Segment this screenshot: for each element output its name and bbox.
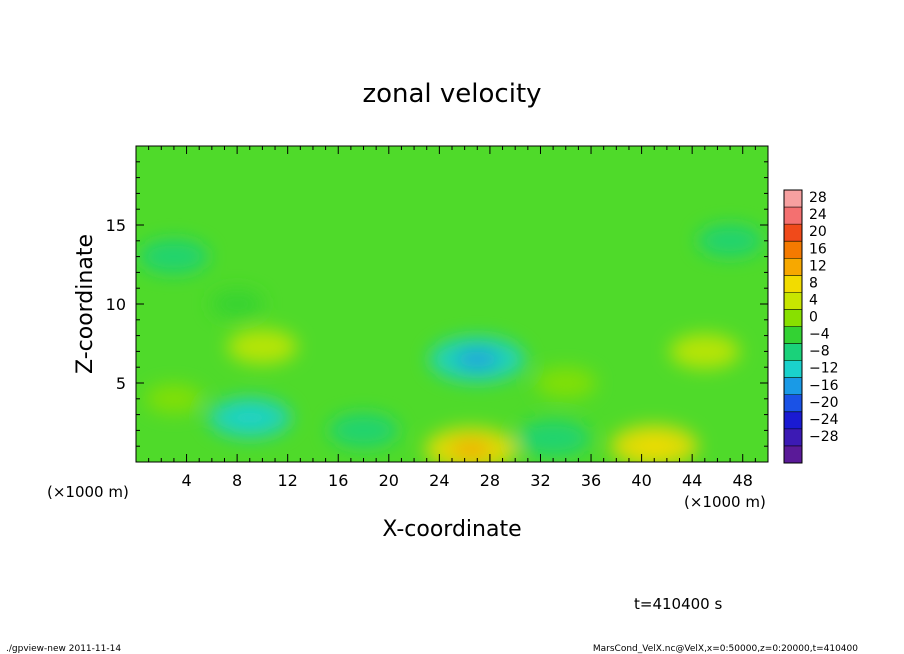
field-feature-core-5 (450, 439, 492, 460)
colorbar-swatch (784, 326, 802, 345)
field-feature-10 (697, 224, 763, 258)
colorbar-swatch (784, 309, 802, 327)
field-feature-6 (535, 367, 597, 399)
colorbar-label: 8 (809, 275, 818, 291)
footer-left: ./gpview-new 2011-11-14 (6, 644, 121, 654)
colorbar-label: −20 (809, 395, 839, 411)
y-tick-label: 10 (106, 295, 126, 314)
y-axis-label: Z-coordinate (73, 234, 98, 374)
x-tick-label: 16 (328, 471, 348, 490)
x-tick-label: 48 (733, 471, 753, 490)
field-feature-12 (328, 412, 399, 448)
x-unit-label-left: (×1000 m) (47, 483, 129, 501)
y-tick-label: 5 (116, 374, 126, 393)
colorbar-label: 12 (809, 258, 827, 274)
colorbar-swatch (784, 292, 802, 310)
x-tick-label: 32 (530, 471, 550, 490)
x-tick-label: 8 (232, 471, 242, 490)
colorbar-label: −4 (809, 327, 830, 343)
colorbar-label: −28 (809, 429, 839, 445)
colorbar-swatch (784, 445, 802, 464)
x-unit-label-right: (×1000 m) (684, 493, 766, 511)
colorbar-swatch (784, 207, 802, 225)
colorbar-swatch (784, 275, 802, 293)
field-feature-8 (669, 333, 740, 369)
colorbar-label: −8 (809, 344, 830, 360)
x-tick-label: 36 (581, 471, 601, 490)
colorbar-label: 0 (809, 310, 818, 326)
colorbar-swatch (784, 377, 802, 396)
field-feature-core-7 (634, 436, 674, 456)
field-feature-3 (227, 329, 298, 365)
x-tick-label: 44 (682, 471, 702, 490)
heatmap-field (136, 146, 768, 462)
colorbar-swatch (784, 190, 802, 208)
colorbar-label: −24 (809, 412, 839, 428)
field-feature-1 (145, 384, 203, 414)
colorbar-label: 20 (809, 224, 827, 240)
colorbar-swatch (784, 343, 802, 362)
time-label: t=410400 s (634, 595, 722, 613)
colorbar-label: 24 (809, 207, 827, 223)
colorbar-swatch (784, 428, 802, 447)
field-feature-core-4 (455, 348, 499, 370)
colorbar-swatch (784, 360, 802, 379)
x-tick-label: 24 (429, 471, 449, 490)
field-feature-9 (138, 239, 209, 275)
field-feature-0 (210, 290, 264, 318)
colorbar-label: 28 (809, 190, 827, 206)
chart-title: zonal velocity (362, 79, 541, 109)
x-tick-label: 40 (631, 471, 651, 490)
y-tick-label: 15 (106, 216, 126, 235)
y-axis: 5 10 15 (106, 161, 768, 447)
x-tick-label: 4 (181, 471, 191, 490)
footer-right: MarsCond_VelX.nc@VelX,x=0:50000,z=0:2000… (593, 644, 858, 654)
colorbar-label: 4 (809, 292, 818, 308)
colorbar-label: −16 (809, 378, 839, 394)
x-tick-label: 28 (480, 471, 500, 490)
x-tick-label: 12 (278, 471, 298, 490)
colorbar-swatch (784, 411, 802, 430)
x-axis: 4 8 12 16 20 24 28 32 36 40 44 48 (148, 146, 756, 490)
colorbar-label: −12 (809, 361, 839, 377)
colorbar-swatch (784, 394, 802, 413)
colorbar-swatch (784, 258, 802, 276)
x-axis-label: X-coordinate (382, 517, 521, 542)
colorbar-label: 16 (809, 241, 827, 257)
field-feature-11 (515, 419, 591, 457)
x-tick-label: 20 (379, 471, 399, 490)
field-feature-core-2 (231, 408, 269, 427)
colorbar-swatch (784, 241, 802, 259)
colorbar-swatch (784, 224, 802, 242)
